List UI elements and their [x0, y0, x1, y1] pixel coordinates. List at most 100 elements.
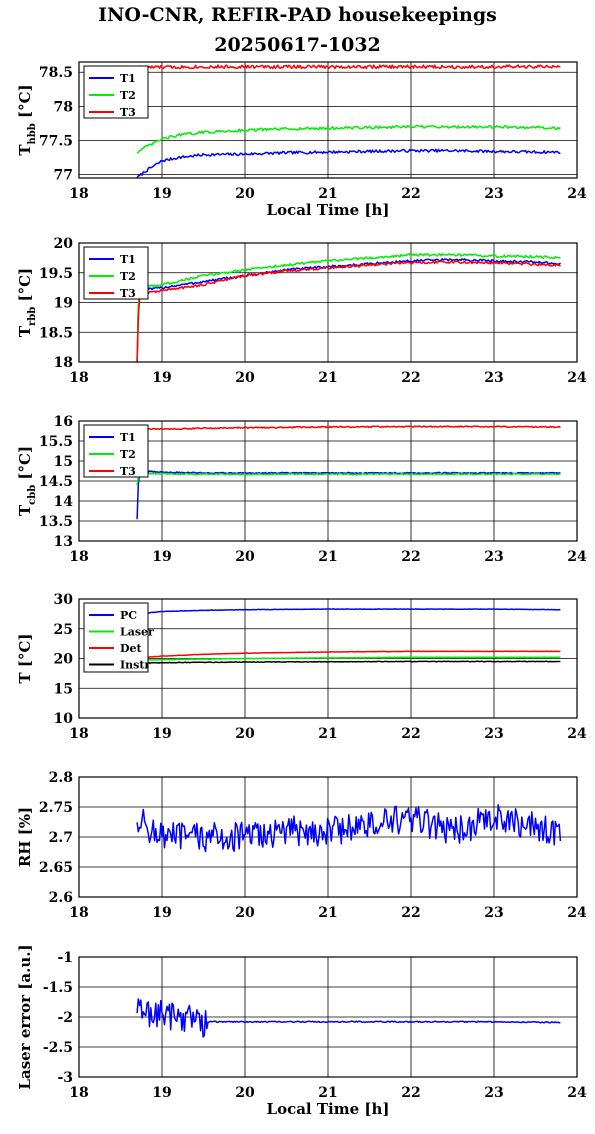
- x-tick-label: 21: [318, 726, 337, 742]
- y-axis-label: RH [%]: [16, 807, 34, 867]
- legend-box: [83, 65, 149, 119]
- plot-frame: [78, 776, 578, 898]
- chart-panel: 13 13.5 14 14.5 15 15.5 16 18 19 20 21 22 23 24 Tcbb […: [16, 414, 587, 565]
- series-line-t2: [136, 124, 561, 154]
- x-tick-label: 18: [69, 1085, 88, 1101]
- legend-label: PC: [120, 609, 137, 622]
- x-tick-label: 19: [152, 1085, 171, 1101]
- series-line-t2: [136, 252, 561, 360]
- plot-frame: [78, 242, 578, 363]
- x-tick-label: 22: [401, 549, 420, 565]
- chart-title-line1: INO-CNR, REFIR-PAD housekeepings: [98, 4, 497, 26]
- x-axis-label: Local Time [h]: [267, 1100, 390, 1118]
- series-line-t1: [136, 148, 561, 179]
- x-tick-label: 22: [401, 1085, 420, 1101]
- y-tick-label: 2.7: [49, 830, 73, 846]
- legend-box: [83, 246, 149, 300]
- x-tick-label: 20: [235, 905, 255, 921]
- series-line-main: [136, 804, 562, 853]
- chart-panel: 10 15 20 25 30 18 19 20 21 22 23 24 T [°C] PC Laser Det…: [16, 592, 587, 742]
- x-tick-label: 23: [484, 726, 503, 742]
- series-line-pc: [137, 608, 561, 615]
- legend-label: Instr: [120, 659, 150, 672]
- series-line-t2: [136, 472, 561, 486]
- y-axis-label: Tcbb [°C]: [16, 446, 38, 516]
- y-tick-label: 18: [54, 355, 73, 371]
- x-tick-label: 20: [235, 726, 255, 742]
- legend-label: T3: [120, 465, 136, 478]
- series-line-t1: [136, 469, 561, 520]
- y-tick-label: -2.5: [43, 1040, 73, 1056]
- x-tick-label: 23: [484, 370, 503, 386]
- x-tick-label: 18: [69, 905, 88, 921]
- x-tick-label: 22: [401, 905, 420, 921]
- y-axis-label: Laser error [a.u.]: [16, 944, 34, 1089]
- x-tick-label: 20: [235, 186, 255, 202]
- series-line-t3: [136, 425, 561, 431]
- x-tick-label: 18: [69, 370, 88, 386]
- y-tick-label: 10: [54, 711, 74, 727]
- legend-label: T2: [120, 270, 136, 283]
- y-tick-label: 19.5: [39, 266, 73, 282]
- y-tick-label: 15: [54, 454, 73, 470]
- series-line-laser: [137, 656, 561, 662]
- x-tick-label: 18: [69, 549, 88, 565]
- y-tick-label: 2.75: [39, 800, 73, 816]
- legend-label: Laser: [120, 626, 154, 639]
- x-tick-label: 22: [401, 726, 420, 742]
- y-tick-label: 14.5: [39, 474, 73, 490]
- x-tick-label: 23: [484, 186, 503, 202]
- x-tick-label: 21: [318, 186, 337, 202]
- x-tick-label: 22: [401, 370, 420, 386]
- series-line-det: [136, 650, 561, 659]
- y-axis-label: Trbb [°C]: [16, 268, 38, 337]
- legend: PC Laser Det Instr: [83, 602, 154, 673]
- y-tick-label: 2.6: [49, 890, 73, 906]
- y-tick-label: 13.5: [39, 514, 73, 530]
- x-tick-label: 24: [567, 1085, 587, 1101]
- y-tick-label: -2: [57, 1010, 73, 1026]
- x-tick-label: 24: [567, 186, 587, 202]
- legend-label: T1: [120, 253, 136, 266]
- x-tick-label: 19: [152, 370, 171, 386]
- series-line-instr: [136, 660, 561, 665]
- x-tick-label: 24: [567, 905, 587, 921]
- x-tick-label: 19: [152, 186, 171, 202]
- series-line-main: [136, 998, 561, 1038]
- legend-box: [83, 424, 149, 478]
- x-tick-label: 21: [318, 370, 337, 386]
- y-tick-label: -1: [57, 950, 73, 966]
- x-tick-label: 23: [484, 905, 503, 921]
- x-tick-label: 24: [567, 370, 587, 386]
- y-axis-label: T [°C]: [16, 633, 34, 683]
- y-tick-label: 30: [54, 592, 74, 608]
- y-tick-label: 2.8: [49, 770, 73, 786]
- series-line-t3: [137, 64, 561, 70]
- x-tick-label: 22: [401, 186, 420, 202]
- x-tick-label: 24: [567, 549, 587, 565]
- y-tick-label: 13: [54, 534, 73, 550]
- y-tick-label: 77: [54, 168, 73, 184]
- legend-label: T2: [120, 89, 136, 102]
- chart-panel: 77 77.5 78 78.5 18 19 20 21 22 23 24 Local Time [h]…: [16, 61, 587, 219]
- y-axis-label: Thbb [°C]: [16, 84, 38, 155]
- legend-label: T1: [120, 431, 136, 444]
- legend-label: T1: [120, 72, 136, 85]
- x-tick-label: 24: [567, 726, 587, 742]
- legend-label: T3: [120, 287, 136, 300]
- legend-label: T3: [120, 106, 136, 119]
- legend-label: T2: [120, 448, 136, 461]
- x-tick-label: 21: [318, 1085, 337, 1101]
- plot-frame: [78, 598, 578, 719]
- legend: T1 T2 T3: [83, 424, 149, 478]
- y-tick-label: 16: [54, 414, 73, 430]
- x-tick-label: 20: [235, 370, 255, 386]
- chart-title-line2: 20250617-1032: [214, 34, 381, 56]
- legend: T1 T2 T3: [83, 246, 149, 300]
- y-tick-label: 20: [54, 236, 74, 252]
- y-tick-label: -1.5: [43, 980, 73, 996]
- chart-panel: -3 -2.5 -2 -1.5 -1 18 19 20 21 22 23 24 Local Time […: [16, 944, 587, 1118]
- y-tick-label: 20: [54, 652, 74, 668]
- y-tick-label: 15.5: [39, 434, 73, 450]
